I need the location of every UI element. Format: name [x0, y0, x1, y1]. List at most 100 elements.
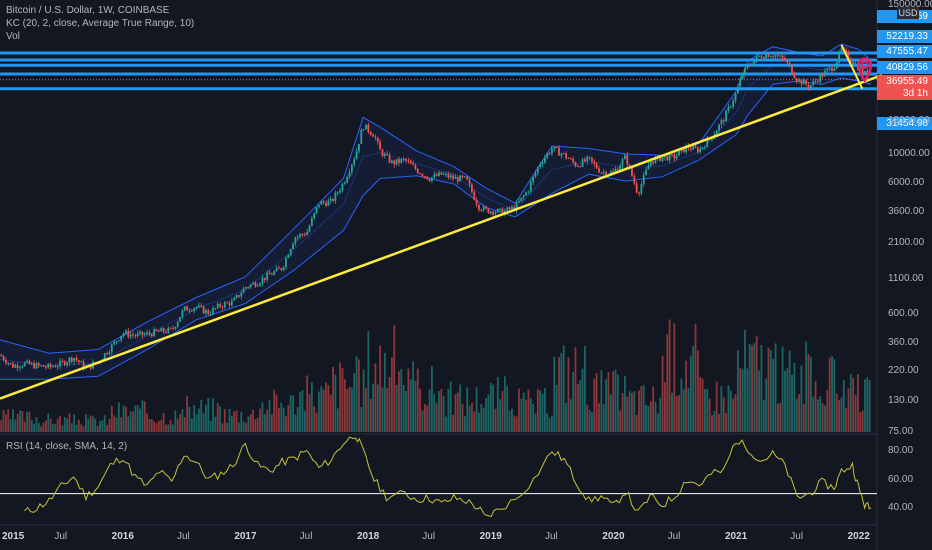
- volume-bar: [781, 346, 784, 432]
- volume-bar: [219, 406, 221, 432]
- candle-body: [800, 79, 803, 85]
- candle-body: [242, 288, 245, 294]
- volume-bar: [172, 424, 174, 432]
- time-axis-label: Jul: [299, 531, 313, 542]
- volume-bar: [631, 392, 633, 432]
- candle-body: [642, 174, 645, 185]
- candle-body: [704, 147, 706, 149]
- candle-body: [849, 59, 852, 63]
- candle-body: [718, 124, 720, 131]
- candle-body: [365, 124, 367, 130]
- candle-body: [722, 120, 725, 122]
- candle-body: [315, 207, 318, 213]
- candle-body: [308, 225, 311, 232]
- volume-bar: [132, 411, 134, 432]
- volume-bar: [548, 418, 551, 432]
- candle-body: [310, 218, 313, 226]
- volume-bar: [795, 398, 798, 432]
- volume-bar: [508, 410, 511, 432]
- candle-body: [414, 164, 417, 170]
- candle-body: [496, 209, 499, 213]
- volume-bar: [520, 398, 523, 432]
- price-tag: 40829.56: [877, 61, 932, 74]
- volume-bar: [35, 416, 38, 432]
- candle-body: [372, 134, 374, 137]
- volume-bar: [353, 372, 356, 432]
- candle-body: [774, 55, 777, 57]
- volume-bar: [350, 387, 353, 432]
- volume-bar: [689, 355, 692, 432]
- candle-body: [80, 361, 83, 363]
- candle-body: [122, 333, 125, 336]
- volume-bar: [494, 408, 497, 432]
- volume-bar: [546, 413, 549, 432]
- candle-body: [678, 150, 680, 156]
- price-tag: 3d 1h: [877, 87, 932, 100]
- volume-bar: [148, 418, 151, 432]
- candle-body: [179, 317, 181, 322]
- candle-body: [226, 302, 229, 304]
- volume-bar: [718, 413, 720, 432]
- candle-body: [534, 172, 537, 177]
- volume-bar: [614, 369, 617, 432]
- volume-bar: [842, 380, 845, 432]
- candle-body: [652, 161, 655, 164]
- candle-body: [37, 363, 40, 366]
- volume-bar: [143, 401, 146, 432]
- candle-body: [120, 335, 123, 341]
- candle-body: [205, 310, 207, 314]
- candle-body: [273, 271, 276, 275]
- candle-body: [478, 204, 480, 210]
- candle-body: [329, 198, 332, 201]
- currency-button[interactable]: USD: [897, 7, 919, 19]
- volume-bar: [110, 405, 113, 432]
- volume-bar: [77, 419, 80, 432]
- candle-body: [772, 56, 775, 58]
- candle-body: [666, 155, 669, 161]
- candle-body: [303, 234, 306, 236]
- candle-body: [475, 199, 478, 205]
- candle-body: [548, 153, 551, 155]
- candle-body: [784, 57, 786, 61]
- candle-body: [113, 341, 116, 345]
- candle-body: [715, 130, 718, 135]
- volume-bar: [37, 422, 40, 432]
- candle-body: [511, 206, 513, 210]
- candle-body: [393, 160, 396, 165]
- volume-bar: [532, 403, 535, 432]
- volume-bar: [341, 367, 344, 432]
- volume-bar: [4, 414, 7, 432]
- volume-bar: [529, 397, 532, 432]
- candle-body: [788, 62, 791, 66]
- time-axis-label: 2016: [111, 531, 134, 542]
- volume-bar: [207, 398, 210, 432]
- volume-bar: [572, 371, 575, 432]
- volume-bar: [798, 394, 800, 432]
- time-axis-label: 2017: [234, 531, 257, 542]
- volume-bar: [854, 394, 857, 432]
- candle-body: [574, 162, 577, 167]
- candle-body: [506, 207, 509, 211]
- candle-body: [381, 149, 384, 156]
- volume-bar: [586, 404, 589, 432]
- candle-body: [376, 137, 379, 142]
- volume-bar: [685, 360, 688, 432]
- candle-body: [494, 212, 497, 215]
- price-axis-label: 1100.00: [888, 273, 924, 285]
- volume-bar: [527, 389, 530, 432]
- candle-body: [449, 175, 452, 178]
- volume-bar: [579, 380, 582, 432]
- candle-body: [569, 158, 572, 160]
- candle-body: [294, 237, 297, 244]
- candle-body: [501, 208, 504, 215]
- volume-bar: [313, 406, 316, 432]
- volume-bar: [715, 381, 718, 432]
- volume-bar: [868, 380, 871, 432]
- volume-bar: [153, 421, 156, 432]
- volume-bar: [487, 394, 490, 432]
- candle-body: [828, 67, 831, 69]
- volume-bar: [673, 323, 676, 432]
- candle-body: [635, 183, 638, 193]
- volume-bar: [489, 382, 492, 432]
